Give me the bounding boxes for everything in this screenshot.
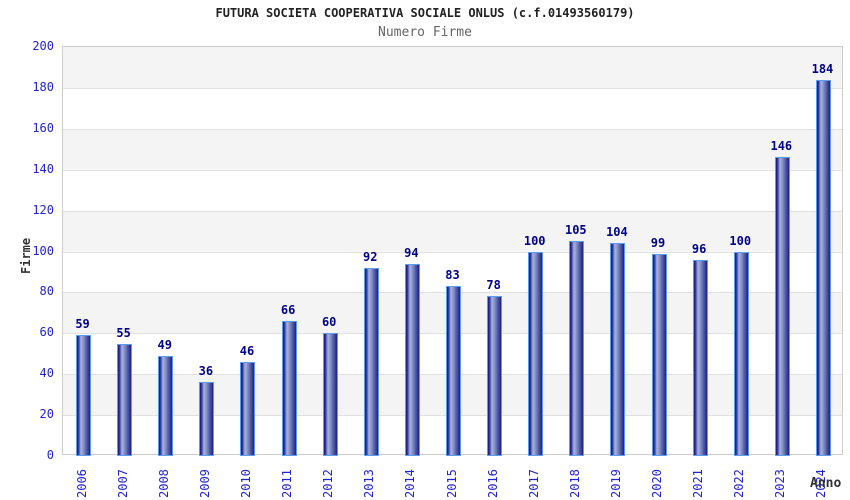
y-tick-label: 140 — [32, 161, 54, 176]
x-tick-label: 2019 — [608, 469, 623, 498]
bar-value-label: 60 — [321, 315, 337, 330]
bar-value-label: 104 — [606, 225, 628, 240]
bar-2010 — [240, 361, 256, 456]
bar-value-label: 146 — [770, 139, 793, 154]
bar-value-label: 55 — [116, 325, 131, 340]
bar-value-label: 92 — [363, 249, 378, 264]
bar-2017 — [528, 251, 544, 456]
x-tick-label: 2007 — [115, 469, 130, 498]
y-tick-label: 100 — [32, 243, 54, 258]
x-tick-label: 2016 — [485, 469, 500, 498]
x-tick-label: 2020 — [650, 469, 665, 498]
y-tick-label: 200 — [32, 39, 54, 53]
x-tick-label: 2006 — [74, 469, 89, 498]
bar-2024 — [815, 79, 831, 456]
chart-title: FUTURA SOCIETA COOPERATIVA SOCIALE ONLUS… — [215, 6, 635, 20]
bar-2016 — [487, 296, 503, 456]
gridline — [63, 251, 842, 253]
y-tick-label: 60 — [39, 325, 54, 340]
x-tick-label: 2023 — [773, 469, 788, 498]
bar-2014 — [404, 263, 420, 456]
y-tick-label: 120 — [32, 202, 54, 217]
x-tick-label: 2012 — [321, 469, 336, 498]
plot-area — [62, 46, 843, 456]
bar-2008 — [158, 355, 174, 456]
x-tick-label: 2015 — [444, 469, 459, 498]
y-tick-label: 160 — [32, 120, 54, 135]
bar-value-label: 36 — [198, 364, 214, 379]
bar-value-label: 100 — [523, 233, 546, 248]
bar-value-label: 78 — [486, 278, 501, 293]
bar-2023 — [774, 157, 790, 456]
bar-value-label: 184 — [811, 61, 834, 76]
x-axis-label: Anno — [810, 476, 842, 491]
bar-value-label: 66 — [280, 303, 296, 318]
bar-value-label: 94 — [404, 245, 419, 260]
bar-2011 — [281, 321, 297, 456]
bar-value-label: 100 — [729, 233, 752, 248]
gridline — [63, 210, 842, 212]
bar-2015 — [446, 286, 461, 456]
chart-subtitle: Numero Firme — [378, 25, 472, 40]
x-tick-label: 2009 — [197, 469, 212, 498]
bar-value-label: 99 — [650, 235, 666, 250]
y-tick-label: 180 — [32, 79, 54, 94]
bar-value-label: 96 — [691, 241, 707, 256]
x-tick-label: 2018 — [567, 469, 582, 498]
y-tick-label: 0 — [46, 448, 54, 462]
x-tick-label: 2021 — [691, 469, 706, 498]
bar-value-label: 83 — [445, 268, 460, 283]
bar-2006 — [76, 335, 92, 456]
bar-value-label: 105 — [564, 223, 587, 238]
bar-2019 — [610, 243, 626, 456]
bar-2009 — [199, 382, 215, 456]
bar-value-label: 49 — [157, 337, 172, 352]
bar-2020 — [651, 253, 667, 456]
y-tick-label: 80 — [39, 284, 54, 299]
bar-value-label: 46 — [239, 343, 255, 358]
gridline — [63, 87, 842, 89]
bar-2022 — [733, 251, 749, 456]
y-tick-label: 20 — [39, 407, 54, 422]
bar-2021 — [692, 259, 708, 456]
y-tick-label: 40 — [39, 366, 54, 381]
gridline — [63, 128, 842, 130]
x-tick-label: 2011 — [280, 469, 295, 498]
x-tick-label: 2010 — [238, 469, 253, 498]
bar-2018 — [569, 241, 585, 456]
bar-2012 — [322, 333, 338, 456]
bar-2013 — [363, 267, 379, 456]
bar-value-label: 59 — [75, 317, 90, 332]
bar-2007 — [117, 343, 133, 456]
x-tick-label: 2013 — [362, 469, 377, 498]
gridline — [63, 169, 842, 171]
x-tick-label: 2014 — [403, 469, 418, 498]
x-tick-label: 2022 — [732, 469, 747, 498]
x-tick-label: 2008 — [156, 469, 171, 498]
x-tick-label: 2017 — [526, 469, 541, 498]
